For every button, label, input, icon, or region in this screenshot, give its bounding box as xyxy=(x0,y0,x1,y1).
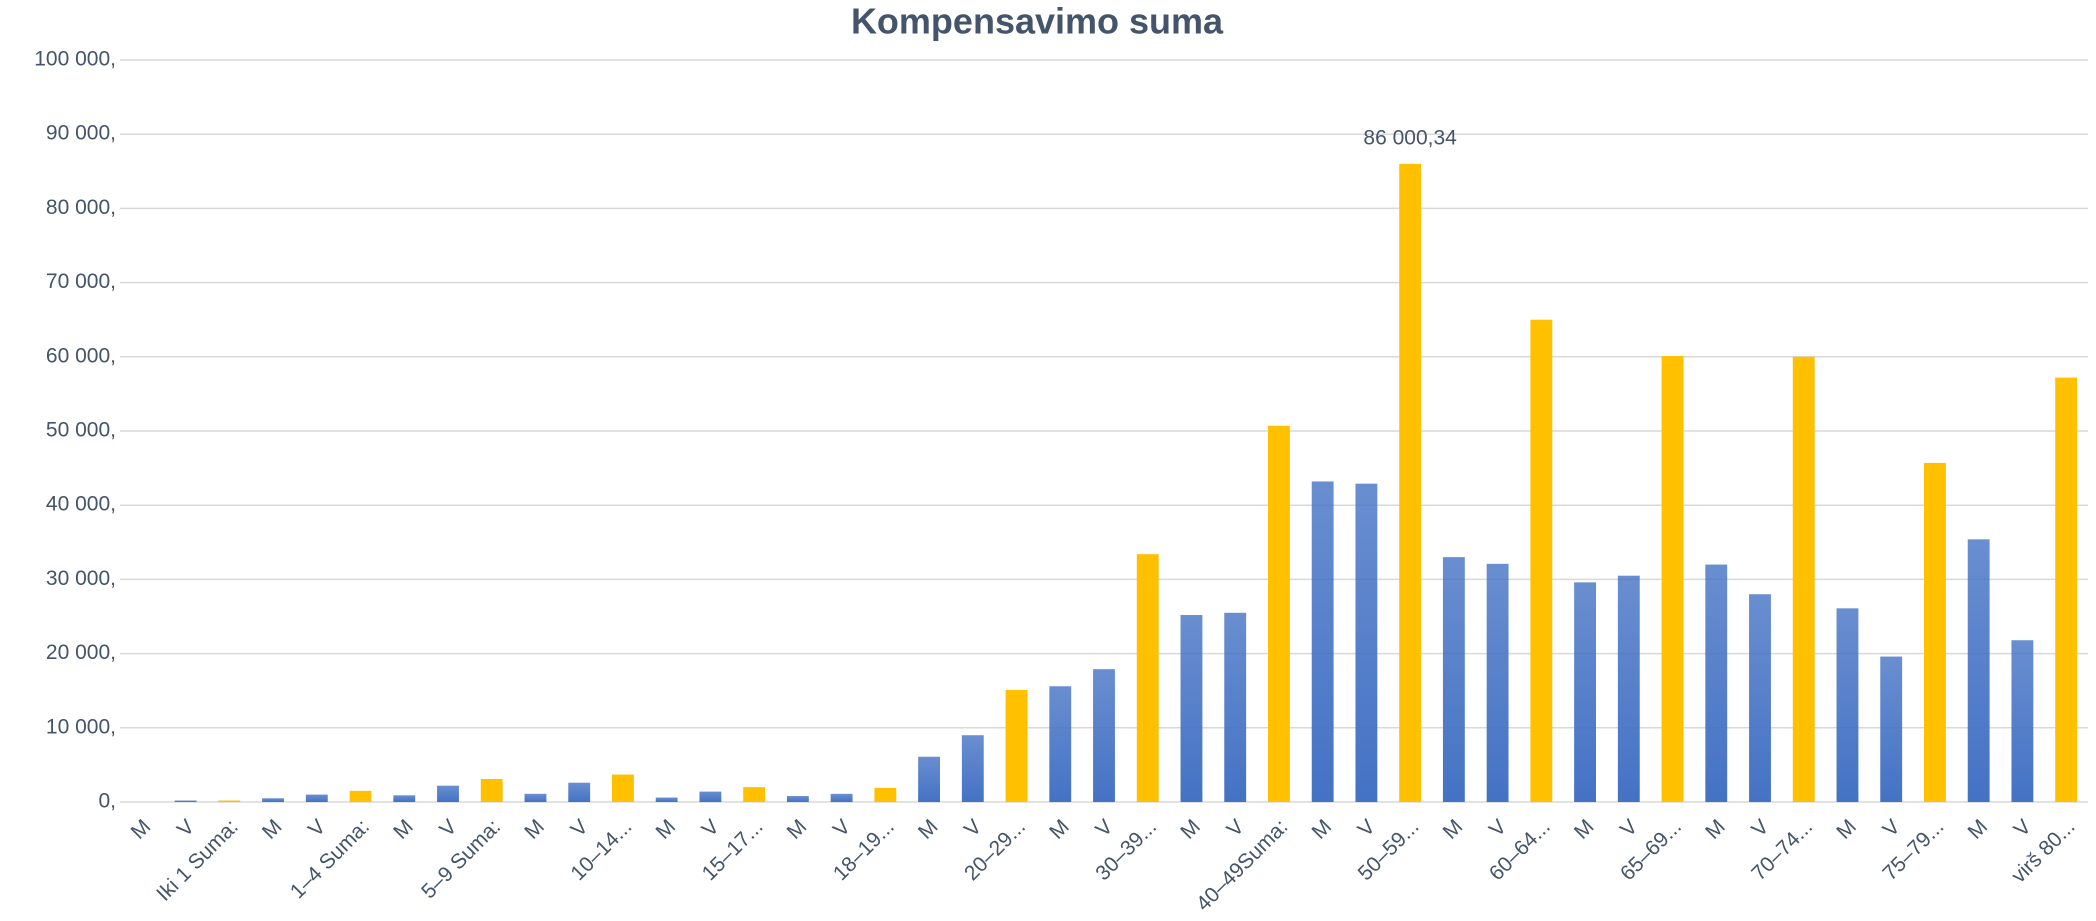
bar xyxy=(1311,481,1334,802)
x-tick-label: M xyxy=(1701,815,1730,844)
bar xyxy=(1617,575,1640,802)
bar xyxy=(1355,483,1378,802)
y-tick-label: 70 000, xyxy=(46,270,116,293)
x-tick-label: V xyxy=(435,815,461,841)
x-tick-label: V xyxy=(1485,815,1511,841)
x-tick-label: Iki 1 Suma: xyxy=(152,815,243,906)
x-tick-label: M xyxy=(258,815,287,844)
x-tick-label: V xyxy=(566,815,592,841)
bar xyxy=(1486,563,1509,802)
x-tick-label: M xyxy=(783,815,812,844)
x-tick-label: V xyxy=(1222,815,1248,841)
bar xyxy=(1180,615,1203,802)
x-tick-label: V xyxy=(1747,815,1773,841)
data-label: 86 000,34 xyxy=(1363,126,1457,149)
y-tick-label: 80 000, xyxy=(46,196,116,219)
bar xyxy=(786,796,809,802)
y-tick-label: 40 000, xyxy=(46,493,116,516)
bar xyxy=(1661,356,1684,802)
bar xyxy=(2011,640,2034,802)
bar xyxy=(830,793,853,802)
bar xyxy=(480,778,503,802)
x-tick-label: M xyxy=(389,815,418,844)
x-tick-label: V xyxy=(1878,815,1904,841)
bar xyxy=(699,791,722,802)
bar xyxy=(1967,539,1990,802)
y-tick-label: 90 000, xyxy=(46,122,116,145)
bar xyxy=(1442,557,1465,802)
y-tick-label: 0, xyxy=(98,790,116,813)
x-tick-label: V xyxy=(2010,815,2036,841)
bar xyxy=(349,790,372,802)
y-tick-label: 60 000, xyxy=(46,344,116,367)
bar xyxy=(1224,612,1247,802)
bar xyxy=(655,797,678,802)
x-tick-label: V xyxy=(960,815,986,841)
x-tick-label: V xyxy=(698,815,724,841)
bar xyxy=(743,787,766,802)
bar xyxy=(874,787,897,802)
y-tick-label: 10 000, xyxy=(46,715,116,738)
y-tick-label: 100 000, xyxy=(34,48,116,71)
bar xyxy=(1792,356,1815,802)
x-tick-label: M xyxy=(1307,815,1336,844)
x-tick-label: V xyxy=(173,815,199,841)
x-tick-label: V xyxy=(304,815,330,841)
bar xyxy=(918,756,940,802)
bar xyxy=(961,735,984,802)
bar xyxy=(218,800,241,802)
x-tick-label: V xyxy=(1616,815,1642,841)
bar xyxy=(1924,462,1946,802)
bar xyxy=(1836,608,1859,802)
bar xyxy=(305,794,328,802)
bar xyxy=(1005,689,1028,802)
bar xyxy=(1530,319,1553,802)
bar xyxy=(1399,163,1422,803)
y-tick-label: 20 000, xyxy=(46,641,116,664)
x-tick-label: V xyxy=(1091,815,1117,841)
x-tick-label: M xyxy=(1439,815,1468,844)
bar xyxy=(1093,669,1115,802)
x-tick-label: M xyxy=(1963,815,1992,844)
x-tick-label: M xyxy=(1832,815,1861,844)
bar xyxy=(1136,554,1159,802)
bar xyxy=(1574,582,1596,802)
bar xyxy=(1705,564,1728,802)
x-tick-label: M xyxy=(127,815,156,844)
x-tick-label: M xyxy=(520,815,549,844)
y-tick-label: 50 000, xyxy=(46,419,116,442)
x-tick-label: M xyxy=(1176,815,1205,844)
bar xyxy=(612,774,634,802)
bar xyxy=(1049,686,1072,802)
bar xyxy=(393,795,416,802)
x-tick-label: V xyxy=(1354,815,1380,841)
x-tick-label: M xyxy=(1570,815,1599,844)
bar xyxy=(437,785,459,802)
x-tick-label: V xyxy=(829,815,855,841)
bar xyxy=(524,793,547,802)
y-tick-label: 30 000, xyxy=(46,567,116,590)
bar xyxy=(2055,377,2078,802)
bar xyxy=(1749,594,1771,802)
chart-title: Kompensavimo suma xyxy=(851,1,1224,42)
x-tick-label: 1–4 Suma: xyxy=(286,815,374,903)
bar xyxy=(1880,656,1903,802)
bar xyxy=(174,800,197,802)
bar xyxy=(1268,425,1290,802)
bar xyxy=(568,782,591,802)
x-tick-label: 5–9 Suma: xyxy=(417,815,505,903)
x-tick-label: M xyxy=(1045,815,1074,844)
bar xyxy=(262,798,284,802)
x-tick-label: M xyxy=(651,815,680,844)
x-tick-label: M xyxy=(914,815,943,844)
